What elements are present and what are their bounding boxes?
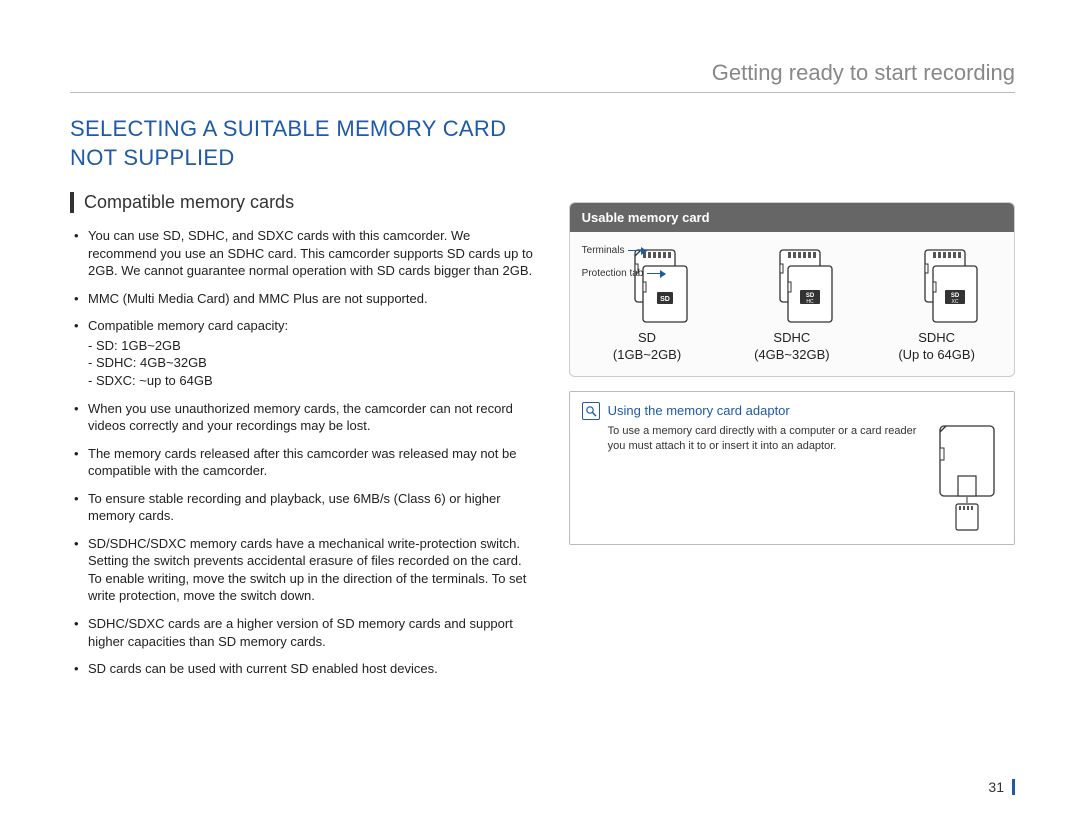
main-title: SELECTING A SUITABLE MEMORY CARD NOT SUP…	[70, 115, 1015, 172]
bullet-item: SD/SDHC/SDXC memory cards have a mechani…	[70, 535, 539, 605]
bullet-list: You can use SD, SDHC, and SDXC cards wit…	[70, 227, 539, 677]
card-name: SDHC	[875, 330, 998, 347]
card-cell-sdhc: SD HC SDHC (4GB~32GB)	[730, 246, 853, 364]
protection-label: Protection tab	[582, 267, 644, 280]
title-line-2: NOT SUPPLIED	[70, 144, 1015, 173]
bullet-item: To ensure stable recording and playback,…	[70, 490, 539, 525]
spec-line: - SD: 1GB~2GB	[88, 337, 539, 355]
title-line-1: SELECTING A SUITABLE MEMORY CARD	[70, 115, 1015, 144]
spec-line: - SDXC: ~up to 64GB	[88, 372, 539, 390]
svg-text:SD: SD	[660, 296, 670, 303]
left-column: Compatible memory cards You can use SD, …	[70, 192, 539, 687]
sdhc-card-icon: SD HC	[750, 246, 834, 324]
bullet-text: Compatible memory card capacity:	[88, 318, 288, 333]
svg-text:HC: HC	[806, 299, 814, 305]
svg-text:XC: XC	[951, 299, 958, 305]
bullet-item: The memory cards released after this cam…	[70, 445, 539, 480]
panel-heading: Usable memory card	[570, 203, 1014, 232]
card-cell-sd: Terminals Protection tab	[586, 246, 709, 364]
page-number: 31	[988, 779, 1015, 795]
card-name: SDHC	[730, 330, 853, 347]
card-range: (1GB~2GB)	[586, 347, 709, 364]
spec-line: - SDHC: 4GB~32GB	[88, 354, 539, 372]
adaptor-text: To use a memory card directly with a com…	[582, 424, 920, 534]
adaptor-icon	[932, 424, 1002, 534]
adaptor-box: Using the memory card adaptor To use a m…	[569, 391, 1015, 545]
bullet-item: Compatible memory card capacity: - SD: 1…	[70, 317, 539, 389]
adaptor-heading: Using the memory card adaptor	[608, 403, 790, 418]
panel-body: Terminals Protection tab	[570, 232, 1014, 376]
magnifier-icon	[582, 402, 600, 420]
card-cell-sdxc: SD XC SDHC (Up to 64GB)	[875, 246, 998, 364]
card-name: SD	[586, 330, 709, 347]
bullet-item: SD cards can be used with current SD ena…	[70, 660, 539, 678]
usable-card-panel: Usable memory card Terminals Protection …	[569, 202, 1015, 377]
right-column: Usable memory card Terminals Protection …	[569, 192, 1015, 687]
arrow-icon	[647, 273, 665, 274]
bullet-item: MMC (Multi Media Card) and MMC Plus are …	[70, 290, 539, 308]
sdxc-card-icon: SD XC	[895, 246, 979, 324]
terminals-label: Terminals	[582, 244, 625, 257]
subheading: Compatible memory cards	[70, 192, 539, 213]
bullet-item: You can use SD, SDHC, and SDXC cards wit…	[70, 227, 539, 280]
card-range: (Up to 64GB)	[875, 347, 998, 364]
bullet-item: SDHC/SDXC cards are a higher version of …	[70, 615, 539, 650]
page-header: Getting ready to start recording	[70, 60, 1015, 93]
card-range: (4GB~32GB)	[730, 347, 853, 364]
bullet-item: When you use unauthorized memory cards, …	[70, 400, 539, 435]
arrow-icon	[628, 250, 646, 251]
